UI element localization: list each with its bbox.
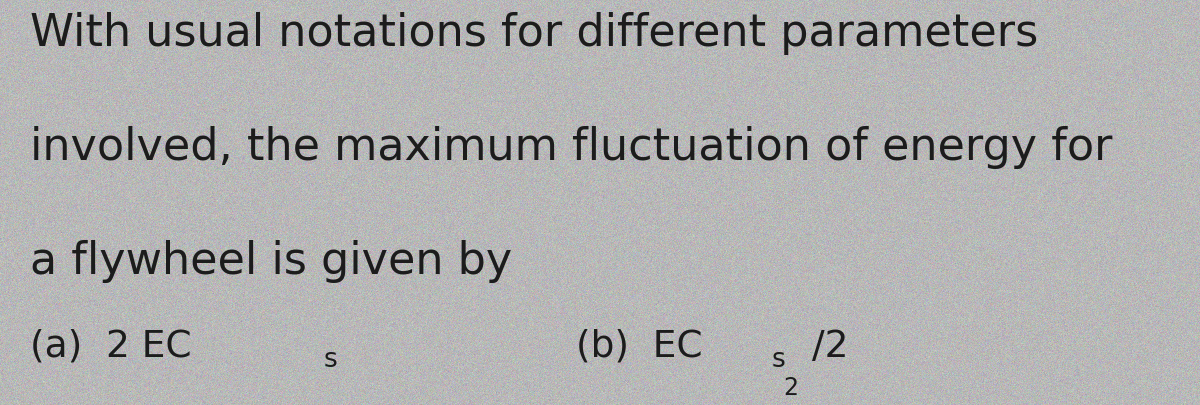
Text: a flywheel is given by: a flywheel is given by (30, 239, 512, 282)
Text: 2: 2 (784, 375, 799, 399)
Text: /2: /2 (812, 328, 848, 364)
Text: (a)  2 EC: (a) 2 EC (30, 328, 192, 364)
Text: involved, the maximum fluctuation of energy for: involved, the maximum fluctuation of ene… (30, 126, 1112, 168)
Text: s: s (324, 346, 337, 372)
Text: s: s (772, 346, 785, 372)
Text: With usual notations for different parameters: With usual notations for different param… (30, 12, 1038, 55)
Text: (b)  EC: (b) EC (576, 328, 703, 364)
